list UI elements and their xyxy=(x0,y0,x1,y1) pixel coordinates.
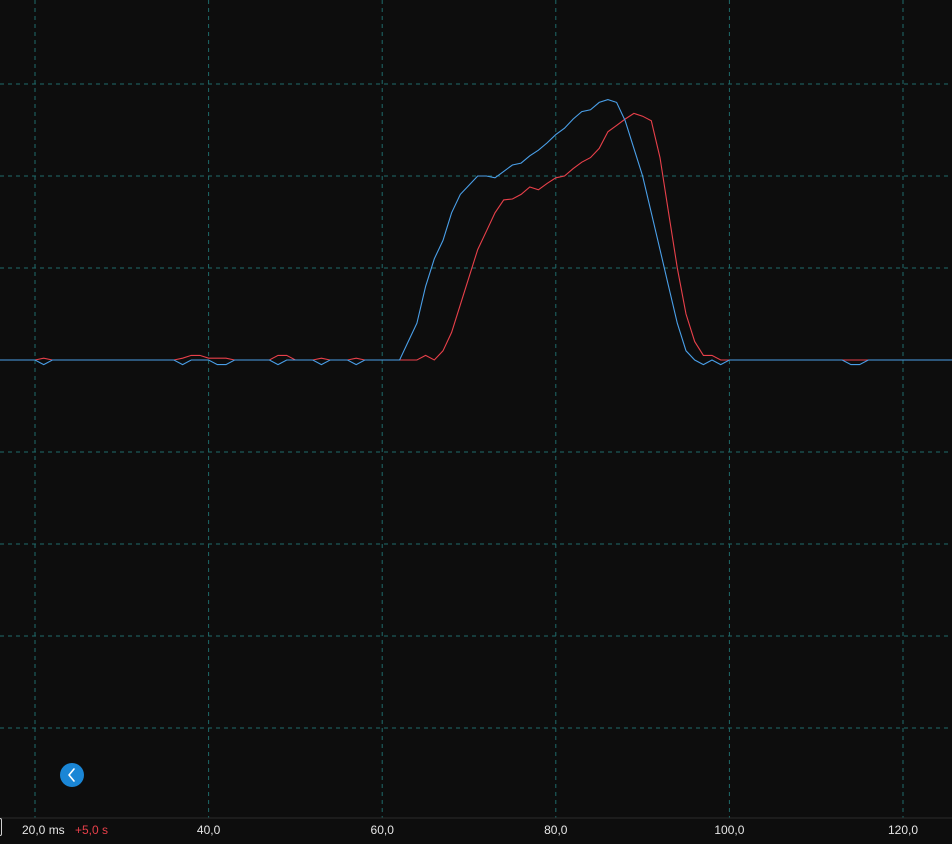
x-tick-label: 120,0 xyxy=(888,823,918,837)
x-tick-label: 80,0 xyxy=(544,823,568,837)
trace-red xyxy=(0,112,952,361)
collapse-panel-button[interactable] xyxy=(60,763,84,787)
chevron-left-icon xyxy=(68,768,75,782)
x-tick-label: 100,0 xyxy=(714,823,744,837)
trace-blue xyxy=(0,99,952,366)
traces xyxy=(0,99,952,366)
x-tick-labels: 40,0 60,0 80,0 100,0 120,0 xyxy=(197,823,918,837)
axis-start-marker[interactable] xyxy=(0,818,2,836)
x-start-label: 20,0 ms xyxy=(22,823,65,837)
x-tick-label: 40,0 xyxy=(197,823,221,837)
grid xyxy=(0,0,952,818)
time-axis: 20,0 ms +5,0 s 40,0 60,0 80,0 100,0 120,0 xyxy=(0,817,952,837)
x-offset-label: +5,0 s xyxy=(75,823,108,837)
x-tick-label: 60,0 xyxy=(371,823,395,837)
